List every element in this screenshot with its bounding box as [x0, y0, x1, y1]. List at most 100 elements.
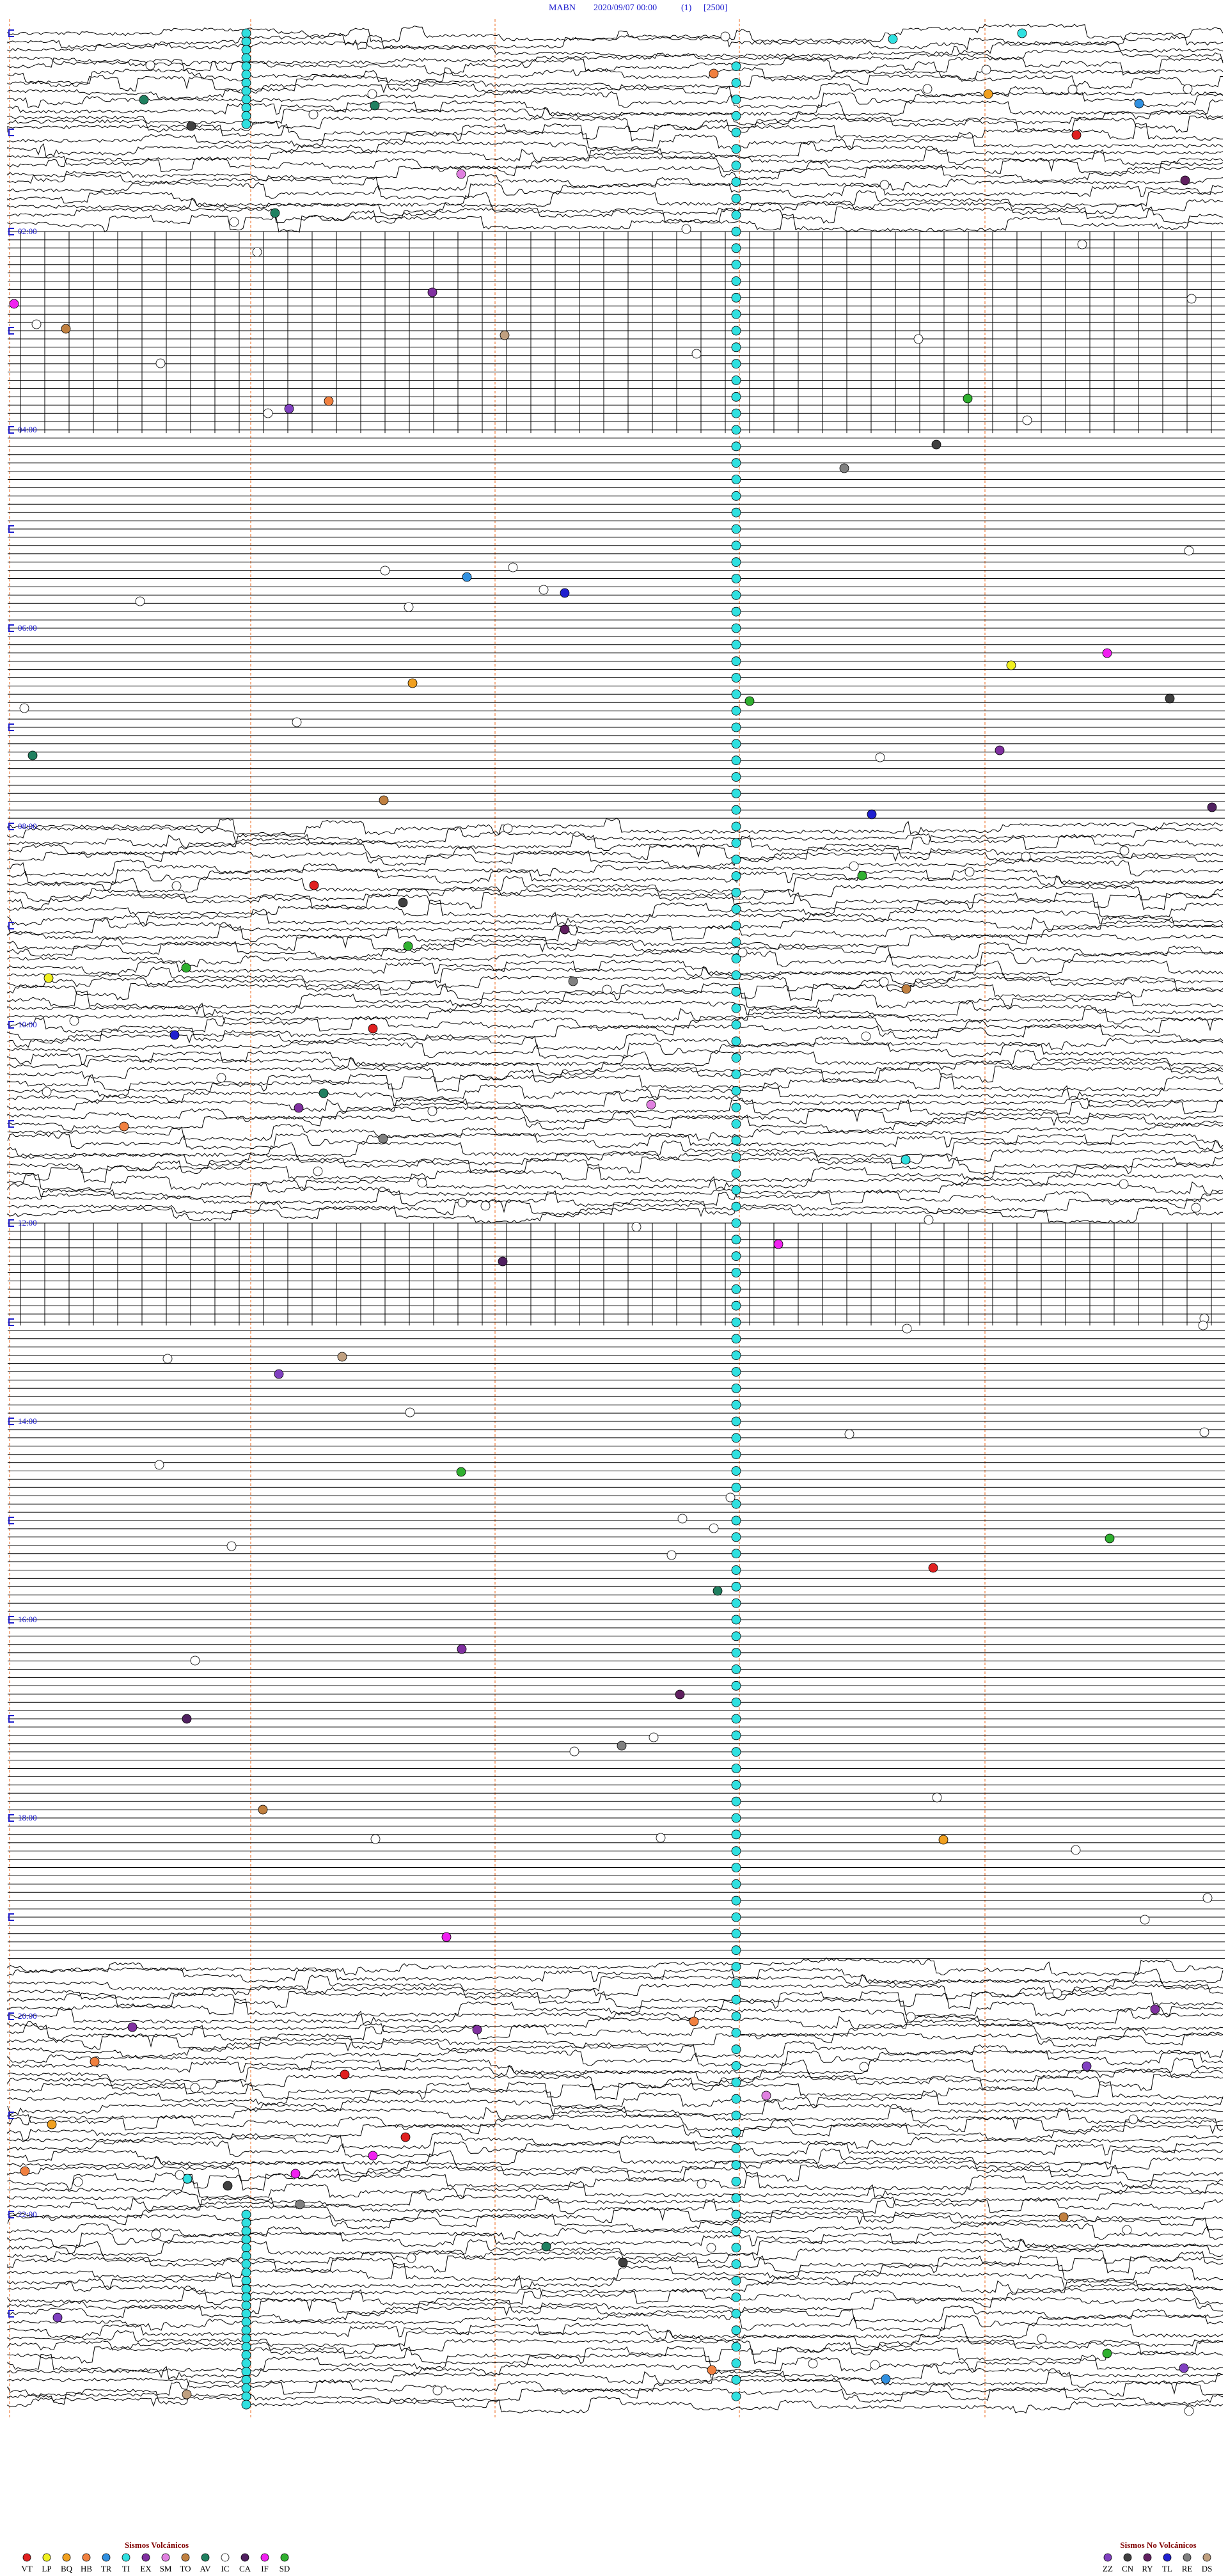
- event-marker: [69, 1016, 79, 1026]
- hour-mark: [8, 723, 14, 731]
- event-marker: [731, 1350, 741, 1361]
- legend-code: IC: [221, 2564, 230, 2573]
- event-marker: [731, 260, 741, 270]
- legend-code: ZZ: [1103, 2564, 1113, 2573]
- event-marker: [731, 1549, 741, 1559]
- trace: [7, 1015, 1224, 1034]
- event-marker: [171, 881, 182, 891]
- trace: [7, 2181, 1224, 2199]
- legend-swatch: [1143, 2553, 1152, 2562]
- event-marker: [731, 706, 741, 716]
- event-marker: [175, 2170, 185, 2180]
- event-marker: [867, 809, 877, 819]
- event-marker: [252, 247, 262, 257]
- time-label: 16:00: [18, 1615, 37, 1624]
- event-marker: [731, 1879, 741, 1889]
- event-marker: [1071, 1845, 1081, 1855]
- event-marker: [731, 1962, 741, 1972]
- event-marker: [186, 121, 196, 131]
- legend-swatch: [1103, 2553, 1112, 2562]
- event-marker: [731, 1135, 741, 1146]
- trace: [7, 2073, 1224, 2091]
- event-marker: [709, 68, 719, 79]
- trace: [7, 2057, 1224, 2075]
- event-marker: [731, 1532, 741, 1542]
- event-marker: [284, 404, 294, 414]
- trace: [7, 1139, 1224, 1158]
- event-marker: [241, 2317, 251, 2327]
- trace: [7, 180, 1224, 200]
- event-marker: [1202, 1893, 1213, 1903]
- event-marker: [888, 34, 898, 44]
- hour-mark: [8, 228, 14, 235]
- event-marker: [761, 2090, 771, 2101]
- event-marker: [292, 717, 302, 727]
- event-marker: [731, 838, 741, 848]
- event-marker: [666, 1550, 677, 1560]
- event-marker: [731, 1780, 741, 1790]
- trace: [8, 273, 1225, 285]
- trace: [7, 173, 1224, 191]
- trace: [8, 404, 1225, 417]
- event-marker: [1191, 1203, 1201, 1213]
- event-marker: [1184, 546, 1194, 556]
- trace: [7, 24, 1224, 43]
- event-marker: [241, 2234, 251, 2245]
- event-marker: [145, 60, 155, 70]
- event-marker: [367, 89, 377, 99]
- event-marker: [731, 1615, 741, 1625]
- event-marker: [731, 871, 741, 881]
- hour-mark: [8, 1021, 14, 1029]
- event-marker: [731, 144, 741, 154]
- event-marker: [1022, 415, 1032, 425]
- trace: [7, 2164, 1224, 2183]
- event-marker: [1198, 1320, 1208, 1331]
- event-marker: [216, 1073, 226, 1083]
- trace: [7, 1198, 1224, 1216]
- event-marker: [90, 2057, 100, 2067]
- trace: [7, 141, 1224, 159]
- event-marker: [731, 2342, 741, 2352]
- trace: [7, 123, 1223, 143]
- legend-code: TI: [122, 2564, 130, 2573]
- hour-mark: [8, 2211, 14, 2218]
- event-marker: [731, 111, 741, 121]
- event-marker: [731, 1730, 741, 1741]
- event-marker: [731, 970, 741, 980]
- trace: [8, 313, 1225, 326]
- trace: [8, 1297, 1225, 1309]
- event-marker: [731, 1119, 741, 1129]
- event-marker: [427, 1106, 437, 1116]
- time-label: 06:00: [18, 623, 37, 633]
- event-marker: [697, 2179, 707, 2189]
- trace: [7, 2370, 1224, 2389]
- event-marker: [151, 2229, 161, 2240]
- event-marker: [1134, 99, 1144, 109]
- trace: [7, 205, 1224, 225]
- event-marker: [31, 319, 42, 329]
- hour-mark: [8, 327, 14, 335]
- event-marker: [368, 2151, 378, 2161]
- trace: [7, 2304, 1224, 2323]
- trace: [7, 949, 1224, 968]
- legend-code: BQ: [61, 2564, 73, 2573]
- trace: [7, 1123, 1224, 1141]
- event-marker: [405, 1407, 415, 1418]
- legend-swatch: [1163, 2553, 1172, 2562]
- event-marker: [731, 805, 741, 815]
- event-marker: [731, 78, 741, 88]
- event-marker: [417, 1178, 427, 1188]
- trace: [7, 849, 1224, 869]
- event-marker: [1077, 239, 1087, 249]
- hour-mark: [8, 1418, 14, 1425]
- event-marker: [241, 2309, 251, 2319]
- event-marker: [241, 53, 251, 63]
- event-marker: [731, 755, 741, 766]
- event-marker: [1067, 84, 1078, 95]
- trace: [7, 2231, 1224, 2248]
- event-marker: [241, 2391, 251, 2401]
- event-marker: [19, 703, 29, 713]
- hour-mark: [8, 2112, 14, 2119]
- legend-code: SM: [160, 2564, 172, 2573]
- legend-swatch: [240, 2553, 249, 2562]
